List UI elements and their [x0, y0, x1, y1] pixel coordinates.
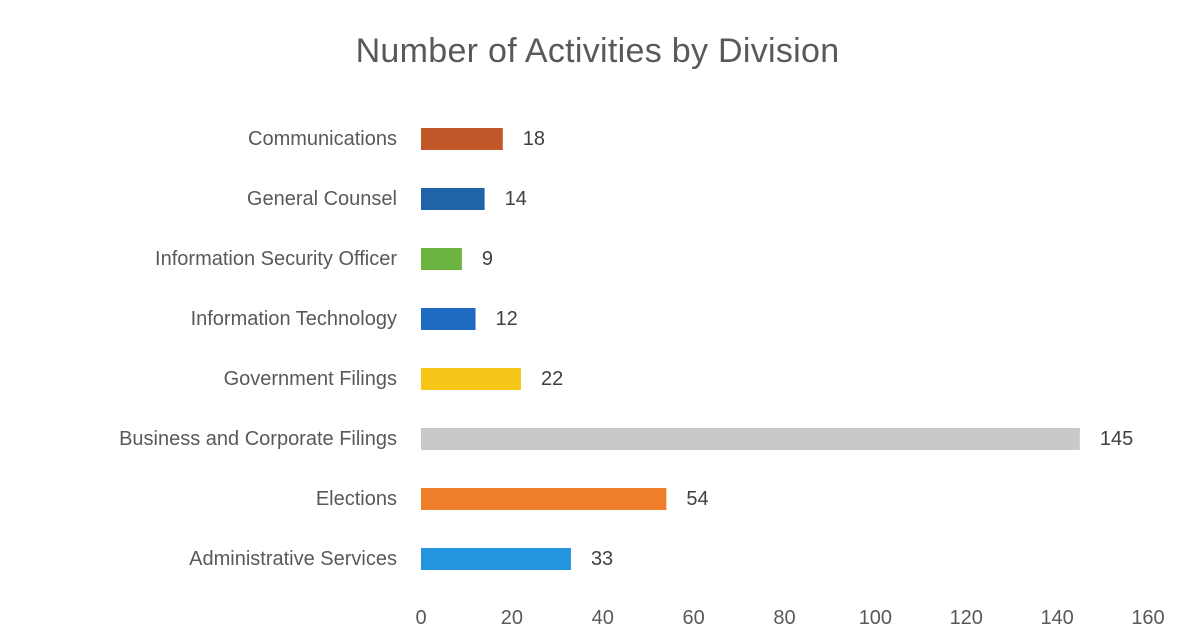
category-label: Information Technology — [191, 308, 397, 330]
x-tick-label: 160 — [1131, 607, 1164, 629]
x-tick-label: 80 — [773, 607, 795, 629]
data-label: 18 — [523, 128, 545, 150]
bar — [421, 428, 1080, 450]
data-label: 14 — [505, 188, 527, 210]
category-label: Information Security Officer — [155, 248, 397, 270]
chart-title: Number of Activities by Division — [355, 32, 840, 70]
data-label: 33 — [591, 548, 613, 570]
category-label: Communications — [248, 128, 397, 150]
data-label: 145 — [1100, 428, 1133, 450]
bar — [421, 308, 476, 330]
category-label: General Counsel — [247, 188, 397, 210]
category-label: Business and Corporate Filings — [119, 428, 397, 450]
bar — [421, 128, 503, 150]
category-label: Administrative Services — [189, 548, 397, 570]
bar — [421, 548, 571, 570]
x-tick-label: 60 — [683, 607, 705, 629]
data-label: 9 — [482, 248, 493, 270]
x-tick-label: 140 — [1040, 607, 1073, 629]
x-tick-label: 40 — [592, 607, 614, 629]
bar — [421, 488, 667, 510]
x-tick-label: 100 — [859, 607, 892, 629]
data-label: 22 — [541, 368, 563, 390]
x-tick-label: 120 — [950, 607, 983, 629]
x-tick-label: 0 — [415, 607, 426, 629]
bar — [421, 188, 485, 210]
category-label: Government Filings — [224, 368, 397, 390]
bar — [421, 248, 462, 270]
data-label: 54 — [686, 488, 708, 510]
bar — [421, 368, 521, 390]
x-tick-label: 20 — [501, 607, 523, 629]
data-label: 12 — [496, 308, 518, 330]
category-label: Elections — [316, 488, 397, 510]
